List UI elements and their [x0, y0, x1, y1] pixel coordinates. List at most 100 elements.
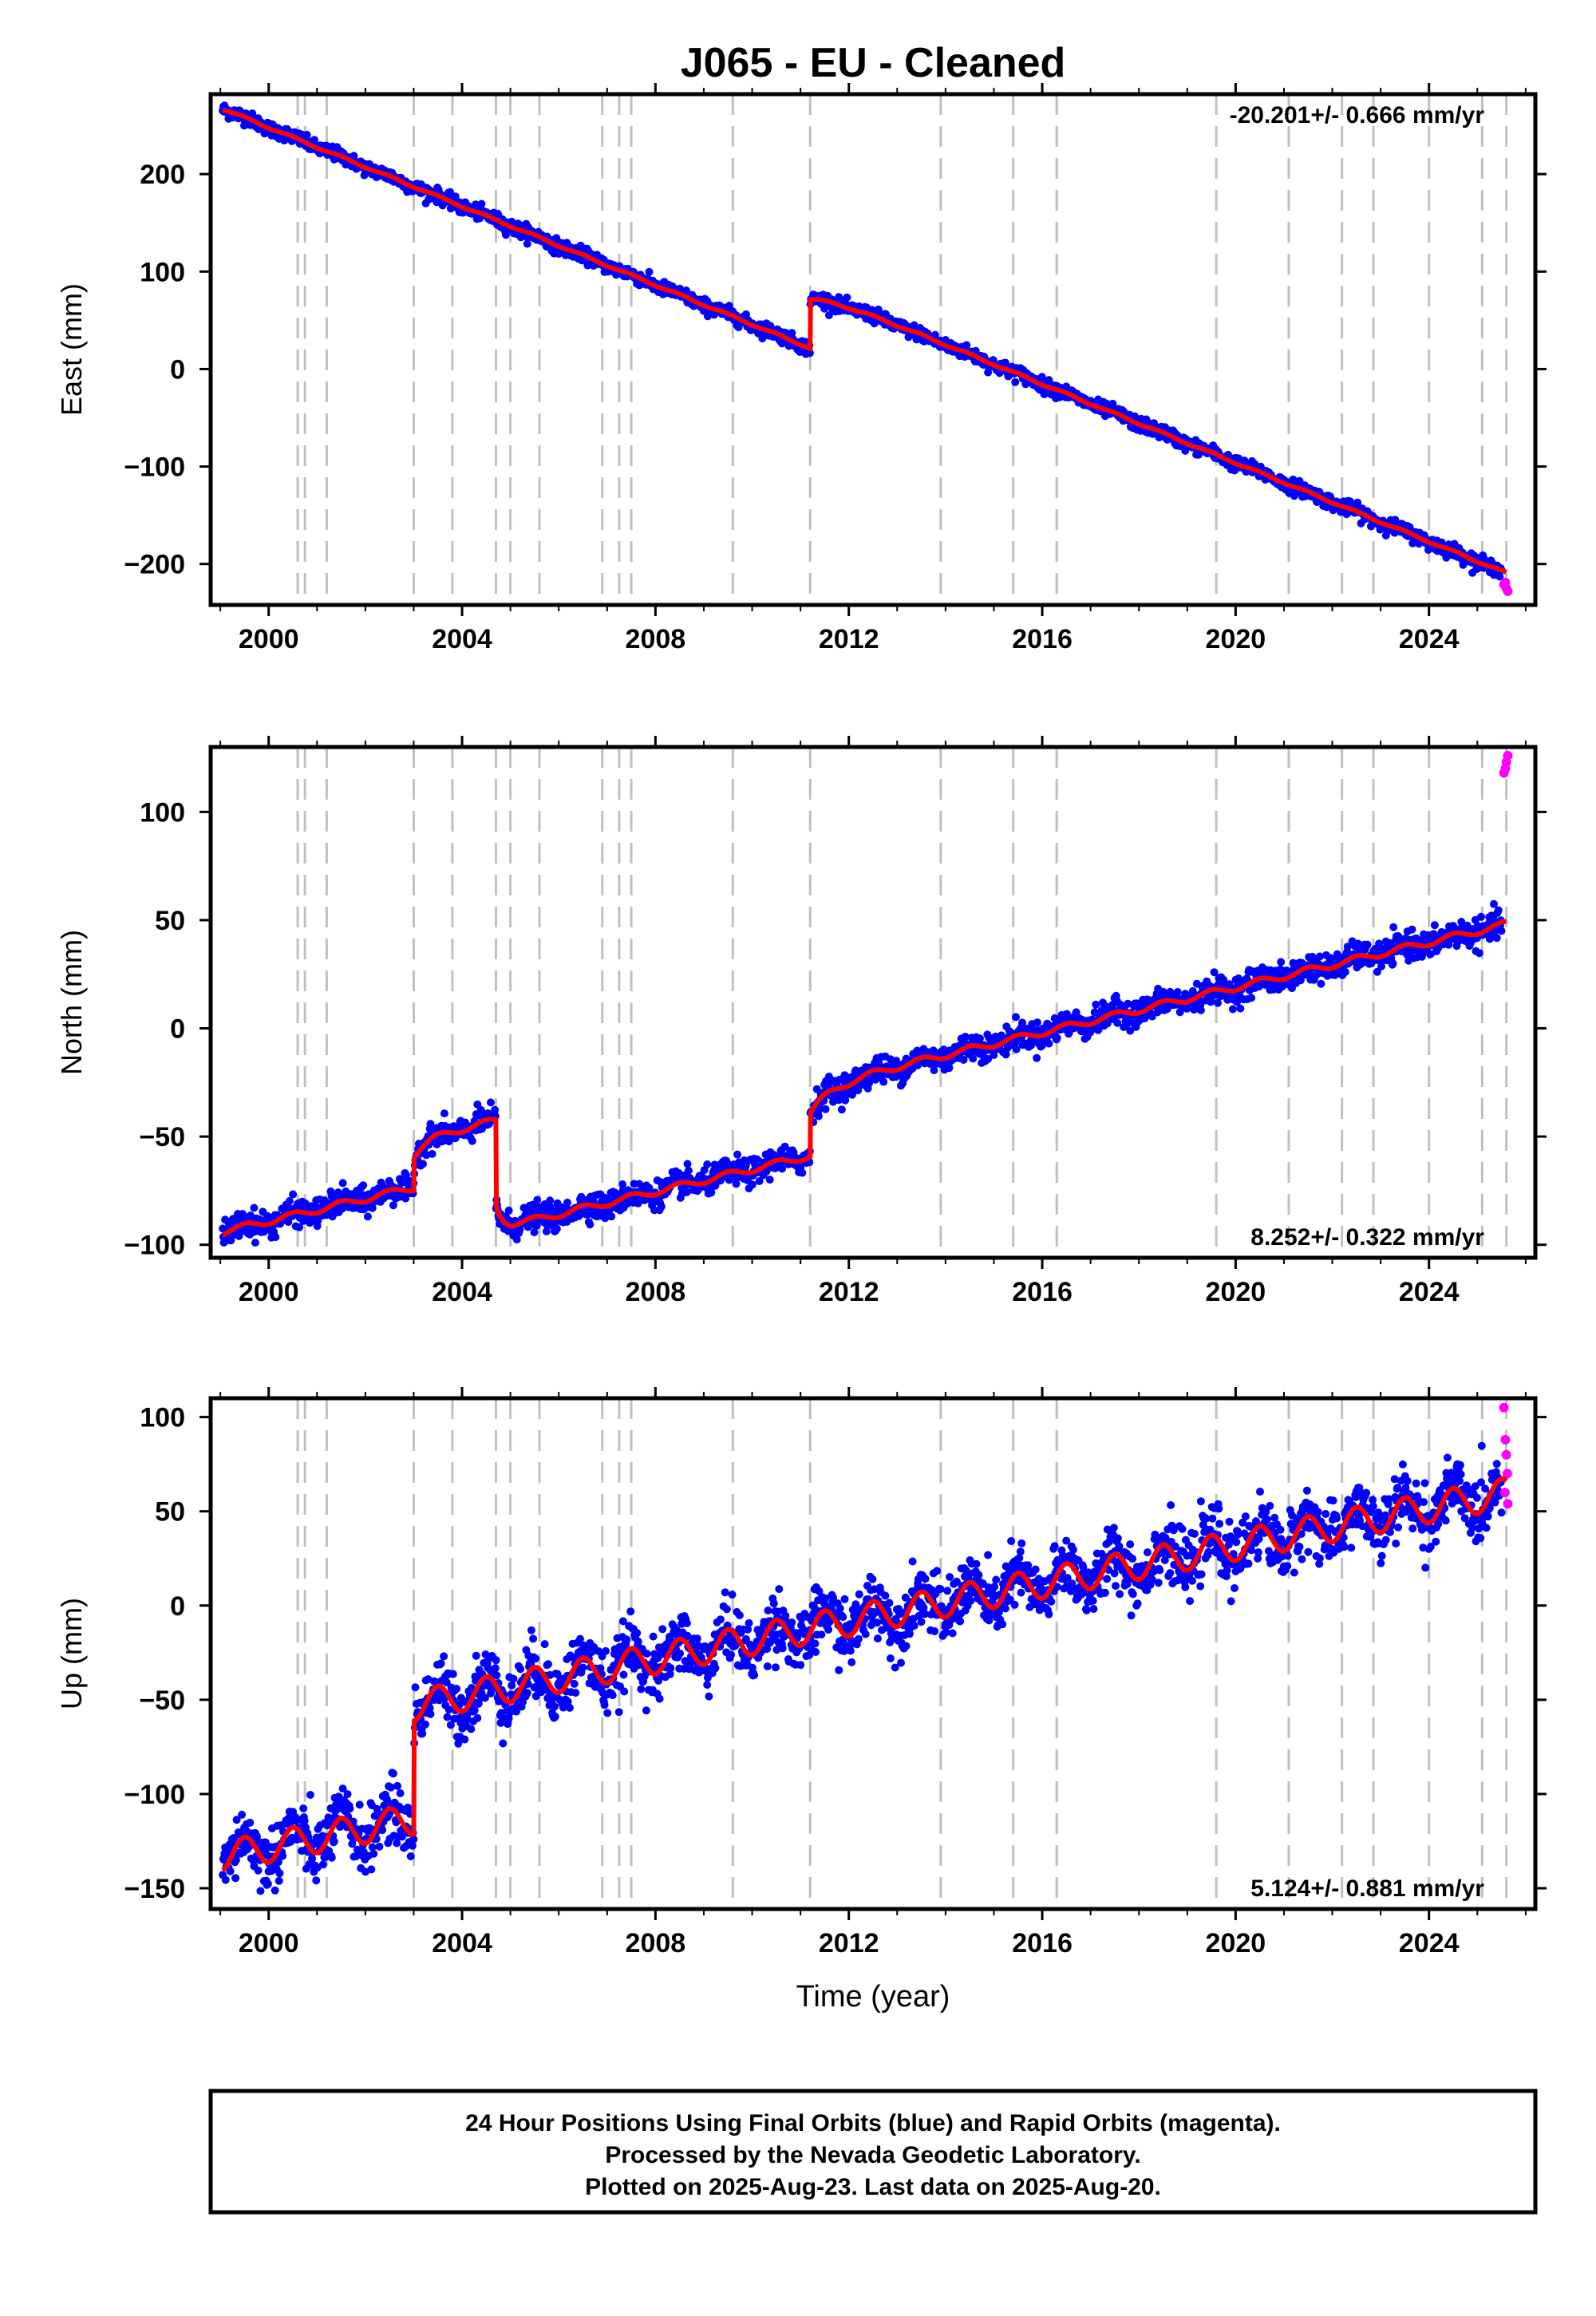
rapid-point [1500, 577, 1511, 587]
north-panel: 2000 2004 2008 2012 2016 2020 2024−100−5005010… [55, 736, 1547, 1307]
data-point [369, 1849, 378, 1858]
data-point [1317, 979, 1325, 988]
data-point [1363, 940, 1372, 949]
data-point [275, 1876, 283, 1885]
data-point [389, 1201, 397, 1210]
data-point [1408, 925, 1416, 934]
data-point [1092, 1000, 1100, 1009]
data-point [419, 1160, 427, 1168]
data-point [843, 293, 851, 302]
event-lines [296, 94, 1508, 605]
data-point [814, 1112, 823, 1120]
plot-frame [208, 92, 1538, 607]
data-point [1389, 923, 1398, 931]
data-point [1341, 967, 1349, 976]
data-point [837, 1105, 846, 1114]
data-point [1497, 927, 1506, 935]
data-point [350, 152, 358, 160]
rapid-orbit-points [1499, 577, 1513, 596]
data-point [428, 1149, 437, 1158]
data-point [285, 1197, 294, 1205]
data-point [355, 1800, 364, 1809]
data-point [607, 1212, 616, 1221]
y-tick-label: 50 [155, 906, 185, 936]
data-point [299, 1804, 308, 1812]
data-point [477, 200, 486, 208]
x-tick-label: 2008 [626, 624, 686, 654]
event-lines [296, 747, 1508, 1258]
data-point [1214, 998, 1222, 1007]
data-point [289, 1190, 298, 1199]
rapid-point [1500, 764, 1511, 774]
data-point [1247, 994, 1256, 1002]
data-point [263, 1879, 272, 1888]
data-point [367, 1865, 376, 1874]
data-point [254, 1866, 263, 1875]
data-point [238, 1810, 247, 1819]
x-tick-label: 2016 [1012, 624, 1073, 654]
data-point [487, 1098, 495, 1107]
y-tick-label: −100 [124, 1231, 185, 1261]
data-point [1228, 1005, 1237, 1014]
data-point [300, 1816, 309, 1825]
data-point [945, 1064, 954, 1073]
data-point [1001, 1050, 1010, 1059]
data-point [1492, 934, 1501, 943]
x-tick-label: 2000 [239, 1277, 299, 1307]
data-point [231, 1874, 240, 1883]
x-tick-label: 2012 [819, 624, 879, 654]
data-point [1477, 912, 1485, 921]
data-point [657, 1202, 666, 1211]
data-point [330, 1837, 338, 1846]
data-point [363, 1212, 372, 1221]
x-tick-label: 2016 [1012, 1277, 1073, 1307]
data-point [962, 341, 971, 350]
y-tick-label: 200 [140, 160, 185, 190]
data-point [375, 1842, 384, 1851]
data-point [251, 1239, 259, 1247]
data-point [468, 1136, 476, 1145]
rapid-point [1503, 750, 1513, 761]
data-point [446, 188, 455, 196]
data-point [741, 310, 750, 318]
x-tick-label: 2024 [1399, 1277, 1460, 1307]
data-point [1236, 1004, 1245, 1013]
y-axis-label: North (mm) [55, 930, 88, 1075]
data-point [523, 239, 531, 248]
data-point [930, 1066, 938, 1074]
final-orbit-points [219, 899, 1506, 1247]
data-point [788, 329, 796, 338]
data-point [645, 267, 654, 276]
data-point [1045, 1039, 1053, 1048]
up-panel: 2000 2004 2008 2012 2016 2020 2024−150−100−500… [55, 1387, 1547, 1958]
data-point [312, 1876, 321, 1885]
data-point [798, 1168, 807, 1177]
rapid-point [1503, 586, 1513, 596]
rapid-orbit-points [1499, 750, 1513, 778]
y-tick-label: 0 [170, 1014, 185, 1045]
data-point [1475, 949, 1483, 958]
data-point [748, 1180, 757, 1189]
chart-title: J065 - EU - Cleaned [681, 40, 1066, 86]
data-point [368, 1843, 377, 1852]
data-point [221, 1875, 230, 1884]
data-point [338, 1179, 347, 1188]
data-point [440, 1109, 448, 1118]
data-point [256, 1887, 265, 1895]
data-point [1430, 921, 1439, 930]
y-tick-label: −50 [139, 1122, 185, 1152]
data-point [683, 1160, 692, 1168]
data-point [275, 1869, 284, 1878]
data-point [765, 1176, 774, 1184]
data-point [586, 1220, 595, 1229]
data-point [821, 1105, 830, 1113]
data-point [271, 1886, 279, 1895]
data-point [396, 1789, 405, 1797]
data-point [1494, 906, 1503, 915]
data-point [393, 1781, 401, 1790]
data-point [246, 1818, 255, 1827]
data-point [1053, 1034, 1061, 1042]
data-point [552, 1224, 561, 1233]
velocity-label: -20.201+/- 0.666 mm/yr [1230, 102, 1485, 128]
